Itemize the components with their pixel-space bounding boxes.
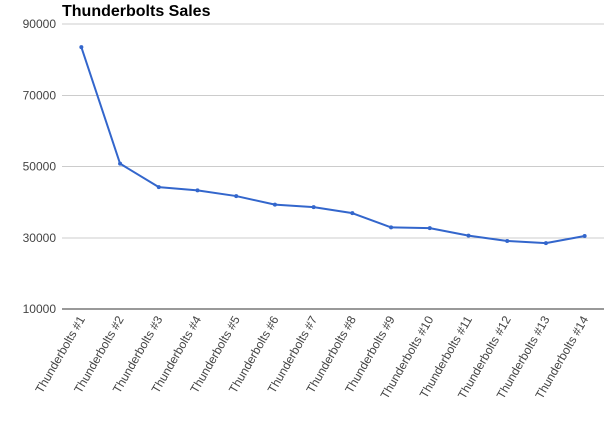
data-point[interactable] [350,211,355,216]
data-point[interactable] [156,185,161,190]
data-point[interactable] [79,45,84,50]
y-tick-label: 50000 [23,160,57,174]
chart-title: Thunderbolts Sales [62,3,211,20]
data-point[interactable] [505,238,510,243]
data-point[interactable] [582,233,587,238]
y-axis-ticks: 10000 30000 50000 70000 90000 [23,17,57,316]
data-point[interactable] [195,188,200,193]
data-point[interactable] [118,161,123,166]
y-tick-label: 90000 [23,17,57,31]
y-tick-label: 10000 [23,302,57,316]
data-point[interactable] [427,226,432,231]
data-point[interactable] [543,241,548,246]
series-layer [79,45,587,246]
data-point[interactable] [389,225,394,230]
y-tick-label: 30000 [23,231,57,245]
data-point[interactable] [234,194,239,199]
series-line [80,46,585,245]
data-point[interactable] [311,205,316,210]
grid-lines [62,23,604,310]
data-point[interactable] [272,202,277,207]
y-tick-label: 70000 [23,88,57,102]
data-point[interactable] [466,233,471,238]
